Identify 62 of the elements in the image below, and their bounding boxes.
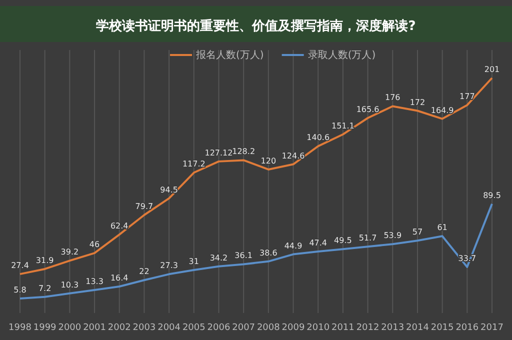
data-label: 165.6	[356, 104, 380, 114]
x-tick-label: 2013	[381, 323, 404, 333]
x-tick-label: 2006	[207, 323, 230, 333]
data-label: 10.3	[60, 280, 79, 290]
x-tick-label: 2015	[430, 323, 454, 333]
data-label: 172	[410, 98, 426, 107]
data-label: 46	[89, 240, 100, 250]
data-label: 31	[188, 256, 199, 266]
data-label: 49.5	[334, 236, 352, 246]
x-tick-label: 2001	[83, 323, 106, 333]
data-label: 36.1	[234, 251, 252, 260]
data-label: 140.6	[306, 133, 330, 142]
data-label: 94.5	[160, 185, 178, 194]
x-tick-label: 1998	[8, 323, 32, 333]
data-label: 79.7	[135, 202, 154, 211]
data-label: 51.7	[358, 234, 377, 243]
x-tick-label: 2009	[282, 323, 305, 333]
data-label: 201	[484, 65, 500, 74]
data-label: 151.1	[331, 121, 354, 130]
data-label: 31.9	[36, 256, 54, 265]
data-label: 53.9	[384, 231, 402, 240]
x-tick-label: 2016	[456, 323, 479, 333]
data-label: 5.8	[14, 285, 26, 294]
data-label: 62.4	[110, 222, 128, 231]
x-tick-label: 2000	[58, 323, 82, 333]
x-tick-label: 2014	[406, 323, 430, 333]
data-label: 57	[412, 228, 423, 237]
data-label: 39.2	[60, 248, 79, 257]
x-tick-label: 2003	[132, 323, 156, 333]
data-label: 22	[139, 267, 150, 276]
data-label: 124.6	[282, 151, 305, 160]
data-label: 164.9	[430, 106, 454, 115]
data-label: 44.9	[284, 241, 302, 250]
x-tick-label: 2011	[331, 323, 354, 333]
data-label: 177	[460, 92, 475, 102]
data-label: 128.2	[232, 147, 256, 156]
data-label: 13.3	[86, 276, 104, 286]
x-tick-label: 2002	[108, 323, 131, 333]
data-label: 89.5	[483, 190, 501, 200]
x-tick-label: 2012	[356, 323, 380, 333]
x-tick-label: 2017	[480, 323, 504, 333]
chart-title: 学校读书证明书的重要性、价值及撰写指南，深度解读?	[96, 18, 416, 34]
data-label: 7.2	[38, 284, 52, 293]
x-tick-label: 1999	[33, 323, 57, 333]
data-label: 127.12	[204, 148, 233, 158]
data-label: 38.6	[260, 248, 278, 258]
data-label: 117.2	[182, 160, 206, 169]
x-tick-label: 2005	[182, 323, 206, 333]
data-label: 34.2	[210, 253, 228, 262]
data-label: 27.4	[11, 261, 29, 270]
x-tick-label: 2010	[306, 323, 330, 333]
x-tick-label: 2004	[158, 323, 181, 333]
data-label: 16.4	[110, 273, 128, 282]
data-label: 27.3	[160, 261, 178, 270]
data-label: 120	[260, 156, 276, 166]
legend-label: 报名人数(万人)	[195, 49, 264, 61]
x-tick-label: 2007	[232, 323, 256, 333]
data-label: 176	[384, 93, 400, 102]
x-tick-label: 2008	[256, 323, 280, 333]
data-label: 47.4	[309, 238, 328, 248]
legend-label: 录取人数(万人)	[308, 50, 376, 61]
data-label: 61	[437, 223, 448, 232]
